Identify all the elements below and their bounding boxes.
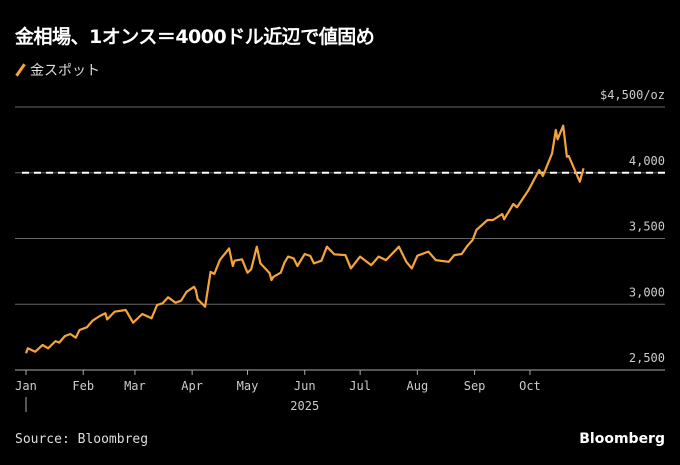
source-note: Source: Bloombreg xyxy=(15,432,149,447)
x-tick-label: Jun xyxy=(294,379,316,393)
year-label: 2025 xyxy=(290,399,319,413)
x-tick-label: Feb xyxy=(72,379,94,393)
y-tick-label: 3,000 xyxy=(629,285,665,299)
y-tick-label: 2,500 xyxy=(629,351,665,365)
x-tick-label: Mar xyxy=(124,379,146,393)
x-tick-label: Jul xyxy=(349,379,371,393)
series-line-gold-spot xyxy=(24,124,585,354)
x-tick-label: Apr xyxy=(181,379,203,393)
x-tick-label: Sep xyxy=(464,379,486,393)
x-tick-label: Jan xyxy=(15,379,37,393)
y-tick-label: 3,500 xyxy=(629,220,665,234)
y-tick-label: 4,000 xyxy=(629,154,665,168)
x-tick-label: Aug xyxy=(407,379,429,393)
chart-title: 金相場、1オンス＝4000ドル近辺で値固め xyxy=(15,26,375,48)
legend-label: 金スポット xyxy=(30,63,100,79)
x-tick-label: Oct xyxy=(519,379,541,393)
y-tick-label: $4,500/oz xyxy=(600,88,665,102)
legend: 金スポット xyxy=(15,60,100,80)
bloomberg-logo: Bloomberg xyxy=(579,431,665,447)
x-tick-label: May xyxy=(237,379,259,393)
